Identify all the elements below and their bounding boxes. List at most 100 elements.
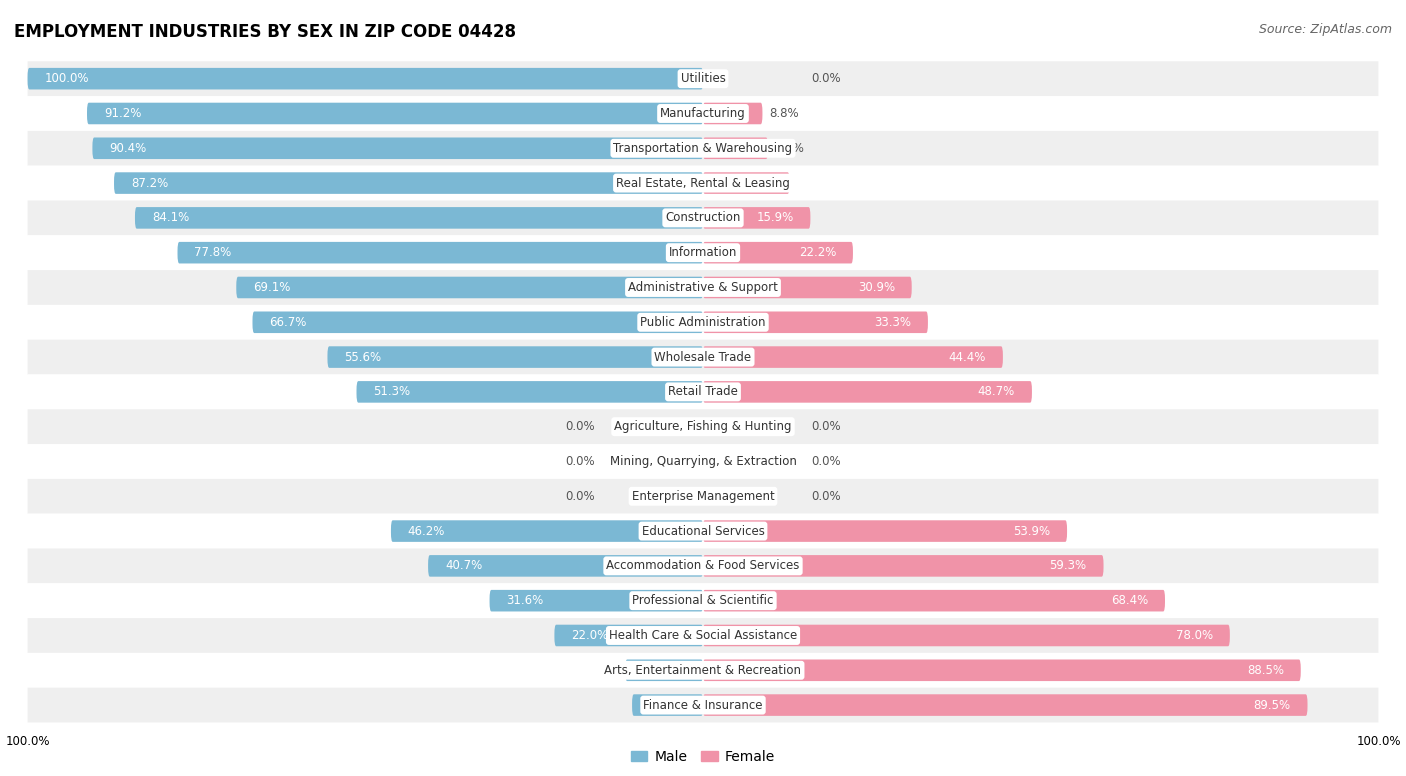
Text: 48.7%: 48.7% (977, 386, 1015, 398)
Text: Educational Services: Educational Services (641, 525, 765, 538)
Text: 66.7%: 66.7% (270, 316, 307, 329)
Text: 0.0%: 0.0% (811, 455, 841, 468)
FancyBboxPatch shape (703, 172, 789, 194)
FancyBboxPatch shape (87, 102, 703, 124)
Text: 0.0%: 0.0% (811, 420, 841, 433)
Text: Utilities: Utilities (681, 72, 725, 85)
Text: 10.5%: 10.5% (650, 698, 686, 712)
FancyBboxPatch shape (28, 270, 1378, 305)
Text: 44.4%: 44.4% (949, 351, 986, 364)
Text: 55.6%: 55.6% (344, 351, 381, 364)
FancyBboxPatch shape (703, 590, 1166, 611)
Text: 22.0%: 22.0% (571, 629, 609, 642)
Text: 30.9%: 30.9% (858, 281, 894, 294)
FancyBboxPatch shape (328, 346, 703, 368)
Text: Construction: Construction (665, 211, 741, 224)
FancyBboxPatch shape (703, 660, 1301, 681)
FancyBboxPatch shape (703, 381, 1032, 403)
FancyBboxPatch shape (554, 625, 703, 646)
FancyBboxPatch shape (28, 618, 1378, 653)
FancyBboxPatch shape (177, 242, 703, 264)
Text: 12.8%: 12.8% (735, 177, 772, 189)
Text: Retail Trade: Retail Trade (668, 386, 738, 398)
FancyBboxPatch shape (28, 340, 1378, 375)
Text: Mining, Quarrying, & Extraction: Mining, Quarrying, & Extraction (610, 455, 796, 468)
Text: Transportation & Warehousing: Transportation & Warehousing (613, 142, 793, 154)
FancyBboxPatch shape (626, 660, 703, 681)
Text: 8.8%: 8.8% (769, 107, 799, 120)
FancyBboxPatch shape (28, 653, 1378, 688)
Text: 40.7%: 40.7% (444, 559, 482, 573)
Text: 11.5%: 11.5% (643, 663, 679, 677)
Text: 69.1%: 69.1% (253, 281, 291, 294)
FancyBboxPatch shape (633, 695, 703, 716)
FancyBboxPatch shape (28, 305, 1378, 340)
Text: 59.3%: 59.3% (1049, 559, 1087, 573)
FancyBboxPatch shape (28, 375, 1378, 409)
Text: 0.0%: 0.0% (811, 490, 841, 503)
FancyBboxPatch shape (28, 200, 1378, 235)
Text: 53.9%: 53.9% (1014, 525, 1050, 538)
FancyBboxPatch shape (703, 137, 768, 159)
Text: 89.5%: 89.5% (1254, 698, 1291, 712)
FancyBboxPatch shape (28, 444, 1378, 479)
Text: 87.2%: 87.2% (131, 177, 169, 189)
FancyBboxPatch shape (253, 311, 703, 333)
Text: Information: Information (669, 246, 737, 259)
Text: 100.0%: 100.0% (45, 72, 89, 85)
Text: Administrative & Support: Administrative & Support (628, 281, 778, 294)
Text: 0.0%: 0.0% (811, 72, 841, 85)
FancyBboxPatch shape (28, 68, 703, 89)
FancyBboxPatch shape (93, 137, 703, 159)
FancyBboxPatch shape (28, 96, 1378, 131)
Text: Enterprise Management: Enterprise Management (631, 490, 775, 503)
Text: 84.1%: 84.1% (152, 211, 188, 224)
FancyBboxPatch shape (357, 381, 703, 403)
Legend: Male, Female: Male, Female (626, 745, 780, 770)
Text: Agriculture, Fishing & Hunting: Agriculture, Fishing & Hunting (614, 420, 792, 433)
Text: 91.2%: 91.2% (104, 107, 141, 120)
FancyBboxPatch shape (703, 625, 1230, 646)
Text: 51.3%: 51.3% (374, 386, 411, 398)
FancyBboxPatch shape (489, 590, 703, 611)
Text: Accommodation & Food Services: Accommodation & Food Services (606, 559, 800, 573)
Text: 88.5%: 88.5% (1247, 663, 1284, 677)
Text: Real Estate, Rental & Leasing: Real Estate, Rental & Leasing (616, 177, 790, 189)
Text: 68.4%: 68.4% (1111, 594, 1149, 607)
FancyBboxPatch shape (28, 166, 1378, 200)
FancyBboxPatch shape (28, 584, 1378, 618)
Text: 22.2%: 22.2% (799, 246, 837, 259)
FancyBboxPatch shape (135, 207, 703, 229)
Text: 90.4%: 90.4% (110, 142, 146, 154)
FancyBboxPatch shape (28, 131, 1378, 166)
Text: Manufacturing: Manufacturing (661, 107, 745, 120)
Text: Health Care & Social Assistance: Health Care & Social Assistance (609, 629, 797, 642)
FancyBboxPatch shape (28, 514, 1378, 549)
FancyBboxPatch shape (703, 311, 928, 333)
FancyBboxPatch shape (114, 172, 703, 194)
FancyBboxPatch shape (391, 520, 703, 542)
FancyBboxPatch shape (28, 688, 1378, 722)
Text: Public Administration: Public Administration (640, 316, 766, 329)
FancyBboxPatch shape (28, 549, 1378, 584)
Text: 0.0%: 0.0% (565, 420, 595, 433)
FancyBboxPatch shape (427, 555, 703, 577)
Text: 46.2%: 46.2% (408, 525, 446, 538)
FancyBboxPatch shape (703, 277, 911, 298)
Text: Professional & Scientific: Professional & Scientific (633, 594, 773, 607)
Text: Source: ZipAtlas.com: Source: ZipAtlas.com (1258, 23, 1392, 36)
Text: 33.3%: 33.3% (875, 316, 911, 329)
FancyBboxPatch shape (28, 479, 1378, 514)
FancyBboxPatch shape (703, 102, 762, 124)
Text: 78.0%: 78.0% (1175, 629, 1213, 642)
FancyBboxPatch shape (703, 695, 1308, 716)
Text: EMPLOYMENT INDUSTRIES BY SEX IN ZIP CODE 04428: EMPLOYMENT INDUSTRIES BY SEX IN ZIP CODE… (14, 23, 516, 41)
Text: Arts, Entertainment & Recreation: Arts, Entertainment & Recreation (605, 663, 801, 677)
Text: 15.9%: 15.9% (756, 211, 793, 224)
Text: 0.0%: 0.0% (565, 490, 595, 503)
FancyBboxPatch shape (28, 61, 1378, 96)
FancyBboxPatch shape (236, 277, 703, 298)
FancyBboxPatch shape (703, 555, 1104, 577)
Text: 77.8%: 77.8% (194, 246, 232, 259)
FancyBboxPatch shape (28, 409, 1378, 444)
